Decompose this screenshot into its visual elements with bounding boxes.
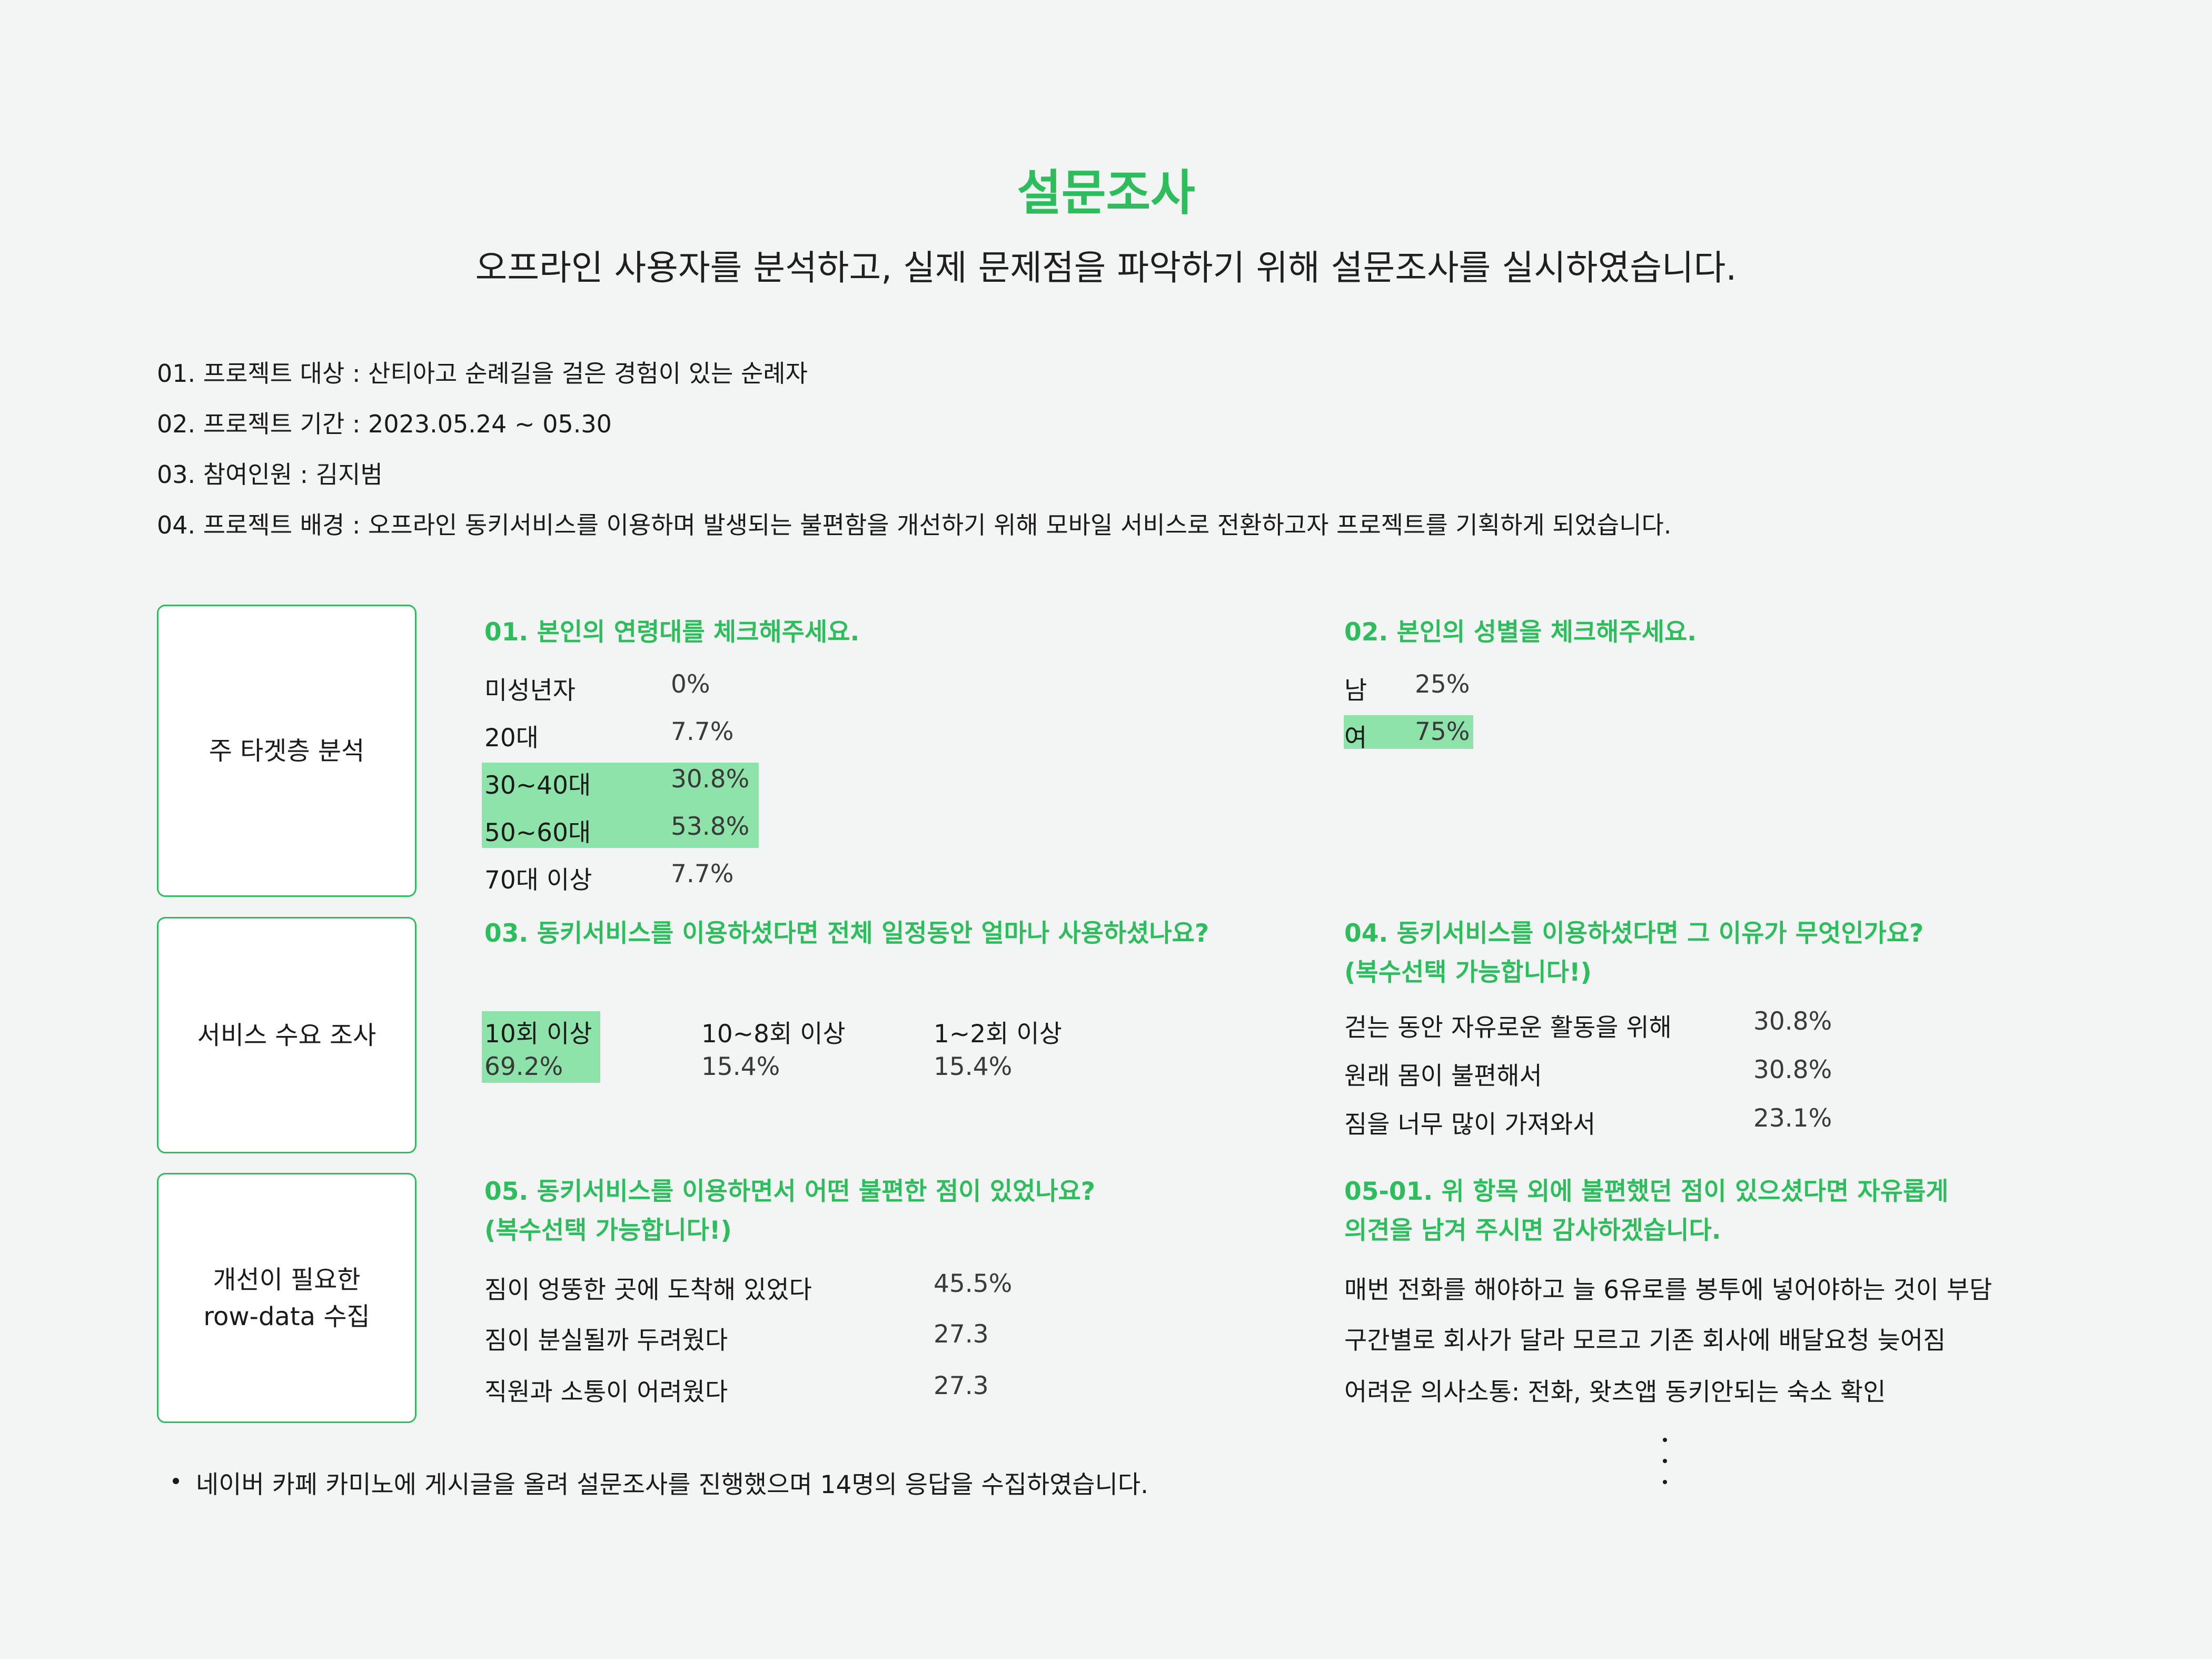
q3-highlight bbox=[482, 1011, 600, 1083]
q1-value: 0% bbox=[671, 670, 710, 699]
page-title: 설문조사 bbox=[1017, 165, 1195, 221]
q5-question: 05. 동키서비스를 이용하면서 어떤 불편한 점이 있었나요? bbox=[484, 1177, 1095, 1206]
q4-value: 23.1% bbox=[1753, 1104, 1832, 1133]
q4-question: 04. 동키서비스를 이용하셨다면 그 이유가 무엇인가요? bbox=[1344, 919, 1924, 948]
q5-value: 27.3 bbox=[934, 1371, 989, 1400]
q1-label: 30~40대 bbox=[484, 771, 591, 800]
q4-value: 30.8% bbox=[1753, 1007, 1832, 1036]
q3-value: 15.4% bbox=[701, 1052, 780, 1081]
section-box-improve: 개선이 필요한 row-data 수집 bbox=[157, 1173, 416, 1423]
q1-value: 7.7% bbox=[671, 717, 734, 746]
q1-label: 50~60대 bbox=[484, 818, 591, 847]
q5-label: 짐이 엉뚱한 곳에 도착해 있었다 bbox=[484, 1276, 812, 1305]
q2-value: 25% bbox=[1415, 670, 1470, 699]
ellipsis-dot bbox=[1663, 1459, 1667, 1463]
q3-question: 03. 동키서비스를 이용하셨다면 전체 일정동안 얼마나 사용하셨나요? bbox=[484, 919, 1209, 948]
q4-label: 걷는 동안 자유로운 활동을 위해 bbox=[1344, 1013, 1672, 1042]
q5-value: 45.5% bbox=[934, 1269, 1013, 1298]
q5-1-answer: 구간별로 회사가 달라 모르고 기존 회사에 배달요청 늦어짐 bbox=[1344, 1326, 1946, 1355]
section-label-target: 주 타겟층 분석 bbox=[209, 736, 365, 766]
info-members: 03. 참여인원 : 김지범 bbox=[157, 460, 383, 489]
q2-highlight bbox=[1344, 715, 1473, 749]
q2-label: 여 bbox=[1344, 724, 1367, 753]
q4-label: 원래 몸이 불편해서 bbox=[1344, 1062, 1542, 1091]
q2-question: 02. 본인의 성별을 체크해주세요. bbox=[1344, 618, 1697, 647]
q4-value: 30.8% bbox=[1753, 1055, 1832, 1084]
q1-highlight bbox=[482, 763, 759, 848]
q1-label: 미성년자 bbox=[484, 676, 576, 705]
q5-question-note: (복수선택 가능합니다!) bbox=[484, 1216, 732, 1245]
q5-1-question-cont: 의견을 남겨 주시면 감사하겠습니다. bbox=[1344, 1216, 1721, 1245]
q5-1-answer: 어려운 의사소통: 전화, 왓츠앱 동키안되는 숙소 확인 bbox=[1344, 1378, 1886, 1407]
section-label-improve-2: row-data 수집 bbox=[203, 1301, 370, 1331]
q1-value: 7.7% bbox=[671, 860, 734, 888]
q1-label: 20대 bbox=[484, 724, 539, 753]
bullet-icon bbox=[173, 1478, 179, 1484]
q4-label: 짐을 너무 많이 가져와서 bbox=[1344, 1110, 1596, 1139]
info-target: 01. 프로젝트 대상 : 산티아고 순례길을 걸은 경험이 있는 순례자 bbox=[157, 359, 808, 388]
q1-question: 01. 본인의 연령대를 체크해주세요. bbox=[484, 618, 860, 647]
q5-label: 직원과 소통이 어려웠다 bbox=[484, 1378, 728, 1407]
section-box-demand: 서비스 수요 조사 bbox=[157, 917, 416, 1153]
q2-value: 75% bbox=[1415, 717, 1470, 746]
q3-value: 15.4% bbox=[934, 1052, 1013, 1081]
footnote: 네이버 카페 카미노에 게시글을 올려 설문조사를 진행했으며 14명의 응답을… bbox=[196, 1470, 1149, 1499]
q3-label: 10회 이상 bbox=[484, 1020, 592, 1049]
ellipsis-dot bbox=[1663, 1438, 1667, 1442]
info-period: 02. 프로젝트 기간 : 2023.05.24 ~ 05.30 bbox=[157, 410, 612, 438]
q5-1-question: 05-01. 위 항목 외에 불편했던 점이 있으셨다면 자유롭게 bbox=[1344, 1177, 1949, 1206]
page-subtitle: 오프라인 사용자를 분석하고, 실제 문제점을 파악하기 위해 설문조사를 실시… bbox=[475, 248, 1737, 288]
q2-label: 남 bbox=[1344, 676, 1367, 705]
q4-question-note: (복수선택 가능합니다!) bbox=[1344, 958, 1592, 987]
q3-label: 10~8회 이상 bbox=[701, 1020, 846, 1049]
info-background: 04. 프로젝트 배경 : 오프라인 동키서비스를 이용하며 발생되는 불편함을… bbox=[157, 511, 1672, 539]
q5-value: 27.3 bbox=[934, 1320, 989, 1349]
q1-value: 30.8% bbox=[671, 765, 750, 794]
q3-label: 1~2회 이상 bbox=[934, 1020, 1062, 1049]
section-box-target: 주 타겟층 분석 bbox=[157, 605, 416, 897]
section-label-demand: 서비스 수요 조사 bbox=[197, 1020, 376, 1050]
q1-label: 70대 이상 bbox=[484, 866, 592, 895]
ellipsis-dot bbox=[1663, 1480, 1667, 1484]
q5-1-answer: 매번 전화를 해야하고 늘 6유로를 봉투에 넣어야하는 것이 부담 bbox=[1344, 1276, 1992, 1305]
section-label-improve-1: 개선이 필요한 bbox=[213, 1265, 361, 1295]
q3-value: 69.2% bbox=[484, 1052, 563, 1081]
q1-value: 53.8% bbox=[671, 812, 750, 841]
q5-label: 짐이 분실될까 두려웠다 bbox=[484, 1326, 728, 1355]
